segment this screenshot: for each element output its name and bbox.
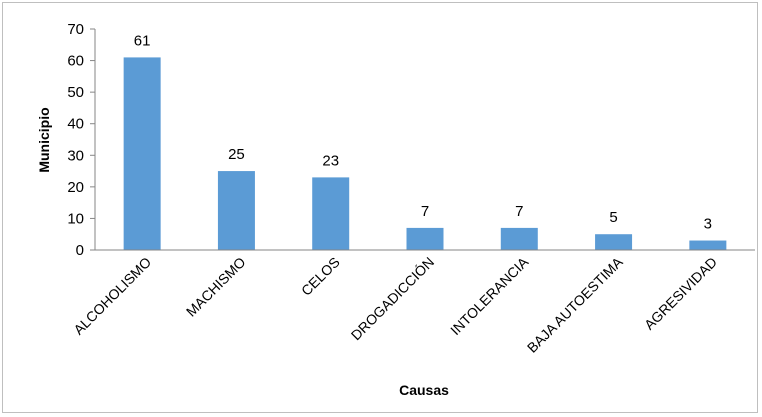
bar-value-label: 3: [704, 216, 712, 233]
x-category-label: BAJA AUTOESTIMA: [524, 253, 626, 355]
y-tick-label: 10: [67, 210, 84, 227]
bar-value-label: 7: [515, 203, 523, 220]
y-axis-ticks: 0 10 20 30 40 50 60 70: [67, 21, 95, 259]
bar-value-label: 61: [134, 32, 151, 49]
x-category-label: AGRESIVIDAD: [641, 254, 720, 333]
y-tick-label: 40: [67, 116, 84, 133]
bar: [312, 177, 350, 250]
bar: [689, 240, 727, 250]
axes: [94, 29, 755, 251]
y-tick-label: 30: [67, 147, 84, 164]
x-category-label: INTOLERANCIA: [447, 253, 532, 338]
bar-value-label: 25: [228, 146, 245, 163]
y-tick-label: 50: [67, 84, 84, 101]
x-category-label: DROGADICCIÓN: [348, 254, 437, 343]
y-tick-label: 20: [67, 179, 84, 196]
x-axis-title: Causas: [399, 382, 449, 398]
x-category-label: CELOS: [298, 254, 343, 299]
x-category-label: ALCOHOLISMO: [70, 254, 154, 338]
bar-value-label: 7: [421, 203, 429, 220]
category-labels: ALCOHOLISMO MACHISMO CELOS DROGADICCIÓN INTO…: [70, 253, 720, 355]
bar: [595, 234, 633, 250]
bar: [406, 227, 444, 250]
bar: [123, 57, 161, 250]
x-category-label: MACHISMO: [183, 254, 249, 320]
y-axis-title: Municipio: [36, 107, 52, 172]
y-tick-label: 60: [67, 53, 84, 70]
data-labels: 61 25 23 7 7 5 3: [134, 32, 712, 232]
bar: [500, 227, 538, 250]
bar: [217, 171, 255, 250]
y-tick-label: 0: [76, 242, 84, 259]
y-tick-label: 70: [67, 21, 84, 38]
bar-value-label: 23: [322, 152, 339, 169]
bar-value-label: 5: [609, 209, 617, 226]
bars: [123, 57, 727, 250]
